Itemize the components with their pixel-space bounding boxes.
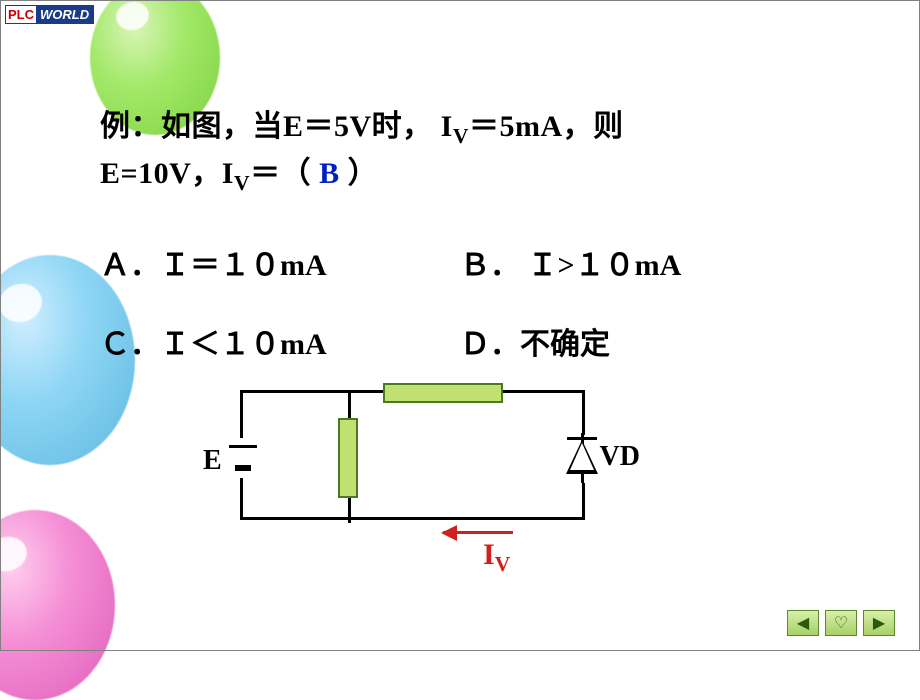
circuit-box: E VD IV <box>240 390 585 520</box>
q-sub-1: V <box>453 124 469 148</box>
balloon-pink <box>0 510 115 700</box>
q-text-1b: ＝5mA，则 <box>469 110 624 143</box>
current-arrow <box>443 531 513 534</box>
option-c: Ｃ．Ｉ＜１０mA <box>100 319 460 363</box>
option-d: Ｄ．不确定 <box>460 319 780 363</box>
label-vd: VD <box>600 441 640 473</box>
question-line2: E=10V，IV＝（ B ） <box>100 152 840 199</box>
source-plate-long <box>229 445 257 448</box>
source-plate-short <box>235 465 251 471</box>
q-sub-2: V <box>234 171 250 195</box>
option-b: Ｂ． Ｉ>１０mA <box>460 240 780 284</box>
resistor-vertical <box>338 418 358 498</box>
question-line1: 例：如图，当E＝5V时， IV＝5mA，则 <box>100 105 840 152</box>
options-grid: Ａ．Ｉ＝１０mA Ｂ． Ｉ>１０mA Ｃ．Ｉ＜１０mA Ｄ．不确定 <box>100 240 840 363</box>
q-text-1a: 例：如图，当E＝5V时， I <box>100 110 453 143</box>
logo-left: PLC <box>6 6 36 23</box>
home-button[interactable]: ♡ <box>825 610 857 636</box>
label-iv-sub: V <box>495 552 511 576</box>
resistor-top <box>383 383 503 403</box>
logo-right: WORLD <box>36 6 93 23</box>
option-a: Ａ．Ｉ＝１０mA <box>100 240 460 284</box>
q-text-2a: E=10V，I <box>100 157 234 190</box>
q-text-2c: ） <box>340 157 379 190</box>
source-gap <box>239 438 249 478</box>
logo: PLC WORLD <box>5 5 94 24</box>
label-iv-i: I <box>483 538 495 571</box>
circuit-diagram: E VD IV <box>230 380 630 560</box>
content-block: 例：如图，当E＝5V时， IV＝5mA，则 E=10V，IV＝（ B ） Ａ．Ｉ… <box>100 105 840 363</box>
nav-controls: ◀ ♡ ▶ <box>787 610 895 636</box>
label-iv: IV <box>483 538 510 577</box>
label-e: E <box>203 445 222 477</box>
next-button[interactable]: ▶ <box>863 610 895 636</box>
diode-triangle-fill <box>570 443 594 470</box>
prev-button[interactable]: ◀ <box>787 610 819 636</box>
answer: B <box>319 157 340 190</box>
q-text-2b: ＝（ <box>250 157 319 190</box>
